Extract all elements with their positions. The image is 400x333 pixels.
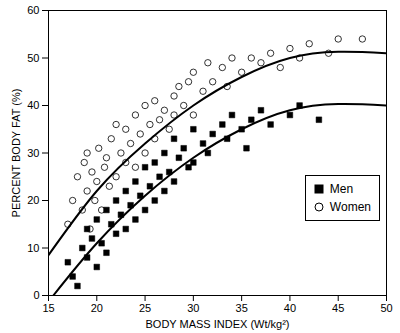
svg-text:25: 25 [139,302,151,314]
svg-text:50: 50 [27,52,39,64]
svg-text:30: 30 [187,302,199,314]
svg-text:45: 45 [332,302,344,314]
svg-text:40: 40 [27,99,39,111]
svg-text:20: 20 [91,302,103,314]
svg-text:40: 40 [284,302,296,314]
svg-text:20: 20 [27,194,39,206]
svg-text:60: 60 [27,4,39,16]
svg-text:30: 30 [27,147,39,159]
svg-text:10: 10 [27,242,39,254]
svg-text:35: 35 [236,302,248,314]
svg-text:15: 15 [42,302,54,314]
html-text:Men: Men [329,182,354,196]
html-text:Women: Women [329,200,371,214]
svg-text:50: 50 [380,302,392,314]
svg-text:0: 0 [33,289,39,301]
svg-text:PERCENT BODY FAT (%): PERCENT BODY FAT (%) [10,89,22,218]
svg-text:BODY MASS INDEX (Wt/kg²): BODY MASS INDEX (Wt/kg²) [145,318,289,330]
